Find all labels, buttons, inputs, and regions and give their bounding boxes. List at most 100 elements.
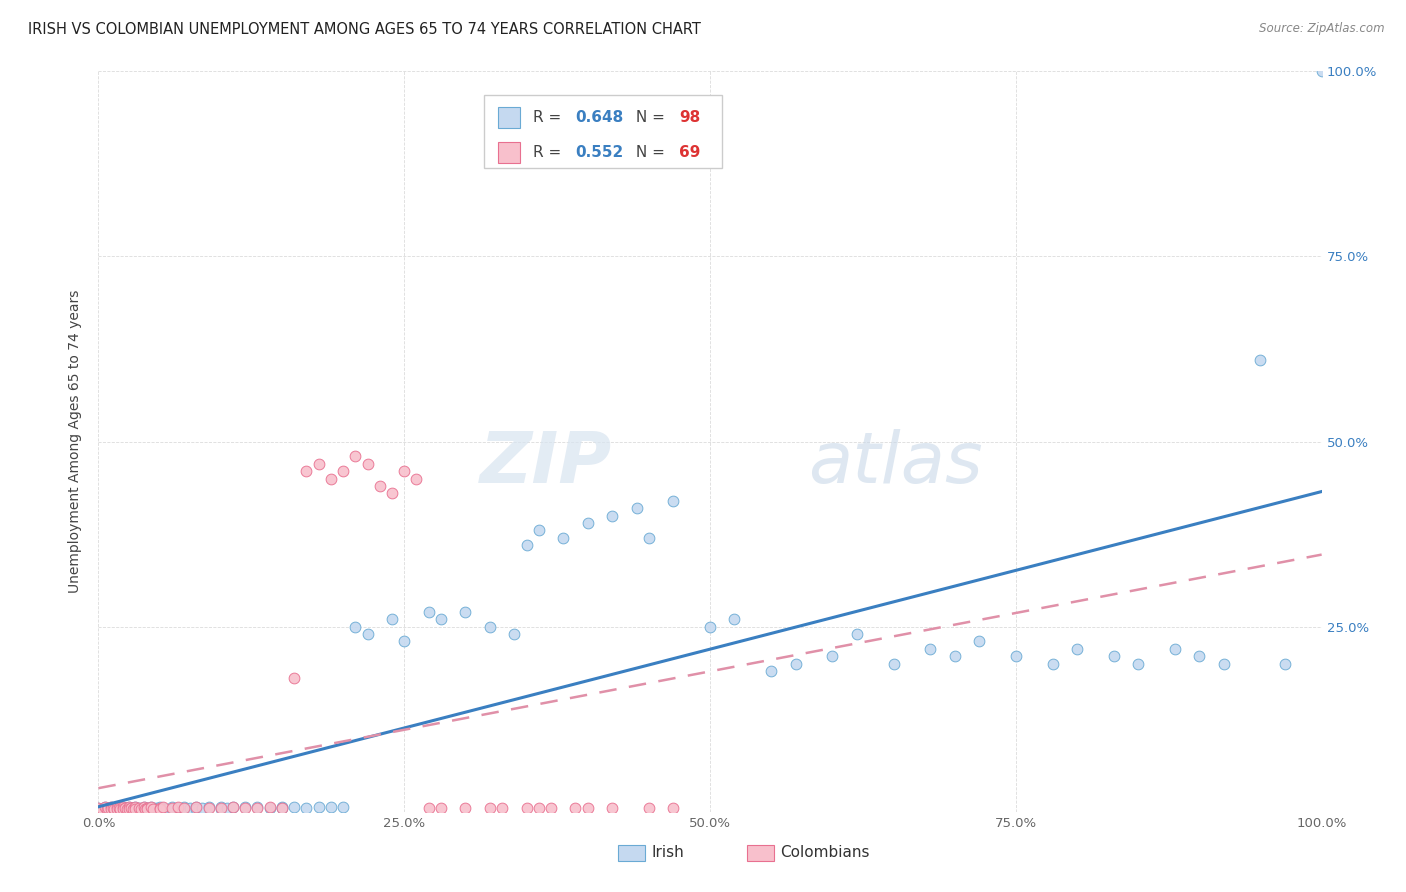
Point [91,802,114,816]
Point [381,612,404,626]
Point [134,802,156,816]
Point [637,801,661,815]
Point [197,801,219,815]
Point [167,801,190,815]
Point [553,531,575,545]
Point [124,800,146,814]
Text: atlas: atlas [808,429,983,499]
Point [246,801,269,815]
Point [100,802,122,816]
Point [1042,657,1064,671]
Point [100,802,122,816]
Point [270,801,294,815]
Point [91,802,114,816]
Point [173,802,195,816]
Point [142,802,165,816]
Point [197,800,219,814]
Point [308,800,330,814]
Bar [498,143,520,163]
Point [160,801,183,815]
Text: IRISH VS COLOMBIAN UNEMPLOYMENT AMONG AGES 65 TO 74 YEARS CORRELATION CHART: IRISH VS COLOMBIAN UNEMPLOYMENT AMONG AG… [28,22,702,37]
Point [114,801,136,815]
Point [142,802,165,816]
Point [626,501,648,516]
Point [108,801,131,815]
Point [491,801,513,815]
Point [515,538,537,552]
Point [115,803,138,817]
Point [129,803,152,817]
Point [152,800,174,814]
Point [173,800,195,814]
Point [600,801,623,815]
Point [105,800,128,814]
Point [246,800,269,814]
Point [111,802,134,816]
Text: 98: 98 [679,110,700,125]
Point [108,801,131,815]
Text: R =: R = [533,145,565,161]
Text: 0.552: 0.552 [575,145,624,161]
Point [576,801,599,815]
Point [136,803,159,817]
Point [139,800,162,814]
Point [186,800,208,814]
Point [845,627,868,641]
Bar [484,95,723,168]
Point [478,801,501,815]
Point [503,627,526,641]
Point [149,800,172,814]
Point [430,801,453,815]
Point [1249,353,1271,368]
Point [120,801,142,815]
Point [392,634,416,648]
Point [723,612,745,626]
Point [1274,657,1296,671]
Point [120,801,142,815]
Point [103,803,125,817]
Point [821,649,844,664]
Point [1066,641,1088,656]
Point [114,801,136,815]
Point [527,801,550,815]
Point [368,479,391,493]
Point [136,801,159,815]
Point [132,800,155,814]
Bar [498,107,520,128]
Point [344,450,367,464]
Point [283,800,305,814]
Point [1102,649,1125,664]
Point [1310,64,1333,78]
Point [515,801,537,815]
Point [139,800,162,814]
Point [344,619,367,633]
Point [96,803,118,817]
Point [943,649,966,664]
Y-axis label: Unemployment Among Ages 65 to 74 years: Unemployment Among Ages 65 to 74 years [69,290,83,593]
Point [136,801,159,815]
Point [93,800,115,814]
Point [118,800,141,814]
Point [332,464,354,478]
Text: Source: ZipAtlas.com: Source: ZipAtlas.com [1260,22,1385,36]
Point [332,800,354,814]
Point [418,801,440,815]
Point [100,800,122,814]
Point [222,800,245,814]
Point [145,801,167,815]
Point [191,801,214,815]
Point [149,802,172,816]
Point [215,801,238,815]
Point [118,800,141,814]
Point [392,464,416,478]
Point [637,531,661,545]
Point [186,800,208,814]
Point [662,801,685,815]
Point [103,803,125,817]
Point [209,801,232,815]
Point [527,524,550,538]
Point [118,802,141,816]
Point [124,802,146,816]
Point [101,801,124,815]
Point [111,800,134,814]
